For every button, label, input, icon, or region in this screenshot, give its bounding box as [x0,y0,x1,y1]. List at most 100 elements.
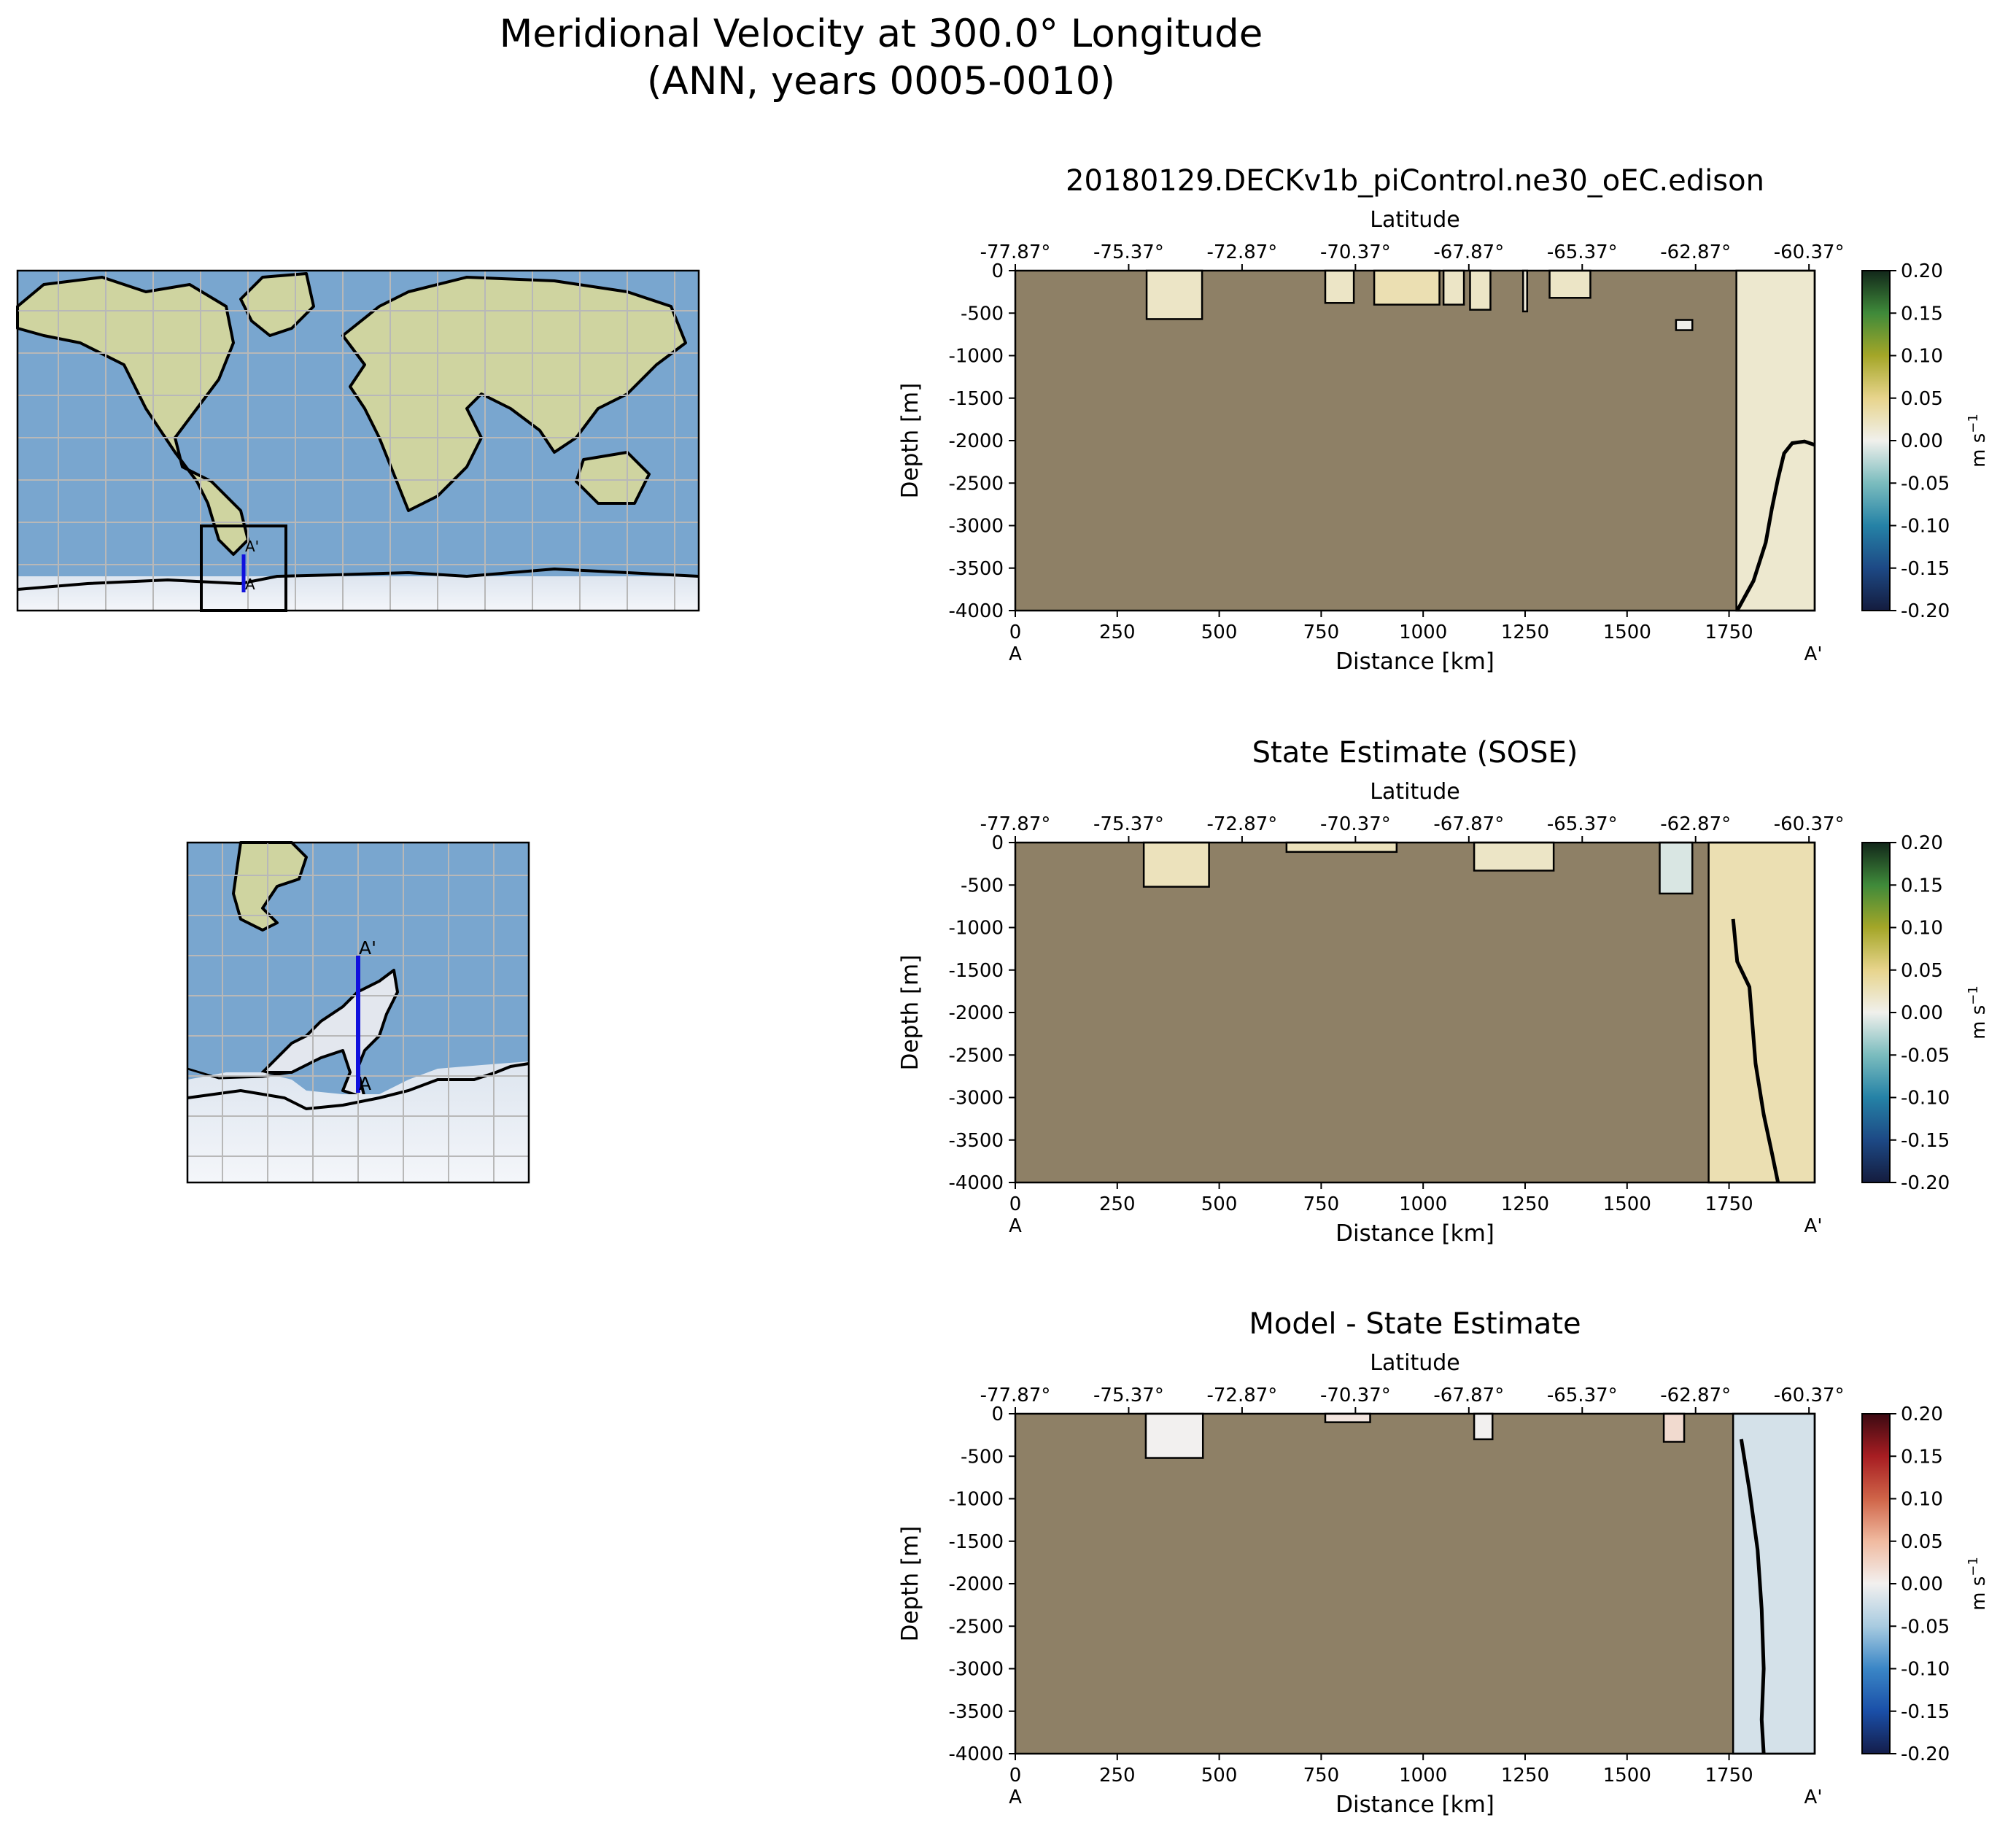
colorbar-tick-label: 0.15 [1901,303,1943,325]
x-axis-label: Distance [km] [1335,1220,1494,1247]
colorbar-label: m s−1 [1966,1557,1990,1611]
colorbar-tick-label: 0.10 [1901,346,1943,368]
x-tick-label: 1250 [1501,1193,1549,1215]
top-tick-label: -72.87° [1206,813,1277,835]
colorbar-tick-label: -0.15 [1901,1130,1950,1152]
y-tick-label: -3500 [948,1130,1004,1152]
colorbar-label: m s−1 [1966,414,1990,468]
colorbar [1861,842,1891,1183]
section-start-label: A [1009,643,1022,665]
ocean-region [1324,269,1355,304]
colorbar-label-exponent: −1 [1966,986,1981,1005]
x-tick-label: 0 [1009,1765,1022,1787]
colorbar-tick-label: 0.15 [1901,1446,1943,1468]
y-tick-label: -3000 [948,1088,1004,1110]
x-tick-label: 0 [1009,622,1022,643]
y-tick-label: -2500 [948,1045,1004,1067]
x-tick-label: 1750 [1705,1765,1753,1787]
land-background [1015,271,1815,611]
colorbar-label: m s−1 [1966,986,1990,1040]
world-map-transect-end-label: A' [245,538,259,555]
world-map-frame [16,269,700,612]
colorbar-tick-label: 0.10 [1901,918,1943,940]
top-tick-label: -75.37° [1093,1385,1164,1406]
regional-map-frame [186,841,530,1184]
zero-contour-line [1735,439,1815,612]
x-tick-label: 1000 [1399,622,1447,643]
y-tick-label: -1000 [948,346,1004,368]
ocean-region [1324,1412,1371,1423]
panel-title: State Estimate (SOSE) [1252,736,1578,770]
colorbar-tick-label: -0.20 [1901,1172,1950,1194]
y-tick-label: -500 [961,875,1004,897]
section-end-label: A' [1804,1787,1823,1808]
x-tick-label: 1250 [1501,622,1549,643]
x-tick-label: 250 [1099,1193,1136,1215]
regional-map: A' A [186,841,530,1184]
top-axis-label: Latitude [1370,779,1459,805]
figure-title-line1: Meridional Velocity at 300.0° Longitude [500,12,1263,56]
top-tick-label: -65.37° [1547,1385,1618,1406]
top-tick-label: -67.87° [1433,813,1504,835]
colorbar-tick-label: -0.15 [1901,1701,1950,1723]
x-tick-label: 750 [1303,1193,1340,1215]
y-tick-label: -1500 [948,388,1004,410]
section-start-label: A [1009,1215,1022,1237]
top-tick-label: -65.37° [1547,241,1618,263]
colorbar-tick-label: 0.00 [1901,1002,1943,1024]
x-tick-label: 0 [1009,1193,1022,1215]
y-tick-label: -500 [961,303,1004,325]
y-tick-label: -1500 [948,960,1004,982]
top-tick-label: -67.87° [1433,1385,1504,1406]
colorbar-tick-label: 0.05 [1901,960,1943,982]
colorbar-tick-label: 0.20 [1901,832,1943,854]
y-tick-label: -1000 [948,1489,1004,1511]
section-panel-1: 20180129.DECKv1b_piControl.ne30_oEC.edis… [897,164,1990,675]
y-tick-label: -3500 [948,558,1004,580]
y-tick-label: -3500 [948,1701,1004,1723]
colorbar-label-exponent: −1 [1966,1557,1981,1576]
x-tick-label: 1500 [1603,622,1651,643]
colorbar-label-unit: m s [1968,1576,1990,1611]
x-axis-label: Distance [km] [1335,1792,1494,1818]
x-tick-label: 750 [1303,1765,1340,1787]
ocean-region [1469,269,1492,311]
top-tick-label: -62.87° [1660,813,1731,835]
regional-map-transect-start-label: A [359,1073,371,1094]
ocean-region [1144,1412,1204,1459]
world-map-antarctic-coast [17,567,699,591]
x-axis-label: Distance [km] [1335,649,1494,675]
ocean-region [1675,319,1694,331]
y-tick-label: 0 [991,260,1004,282]
x-tick-label: 1500 [1603,1765,1651,1787]
colorbar-tick-label: 0.15 [1901,875,1943,897]
top-tick-label: -77.87° [980,1385,1051,1406]
colorbar-tick-label: 0.05 [1901,1531,1943,1553]
colorbar-tick-label: -0.20 [1901,600,1950,622]
figure-title-line2: (ANN, years 0005-0010) [647,59,1115,104]
colorbar-tick-label: -0.05 [1901,473,1950,495]
ocean-region [1442,269,1465,306]
top-tick-label: -77.87° [980,241,1051,263]
y-tick-label: -1000 [948,918,1004,940]
y-tick-label: -4000 [948,1743,1004,1765]
colorbar-tick-label: -0.20 [1901,1743,1950,1765]
y-tick-label: -3000 [948,516,1004,538]
section-panel-2: State Estimate (SOSE) Latitude 0 250 500 750 1… [897,736,1990,1247]
x-tick-label: 250 [1099,622,1136,643]
ocean-region [1373,269,1441,306]
ocean-region [1473,841,1555,872]
x-tick-label: 1750 [1705,1193,1753,1215]
y-tick-label: -4000 [948,1172,1004,1194]
x-tick-label: 500 [1201,1765,1238,1787]
x-tick-label: 500 [1201,622,1238,643]
x-tick-label: 1000 [1399,1765,1447,1787]
top-tick-label: -62.87° [1660,1385,1731,1406]
colorbar-tick-label: -0.05 [1901,1045,1950,1067]
land-background [1015,1414,1815,1754]
y-axis-label: Depth [m] [897,1526,923,1642]
top-tick-label: -62.87° [1660,241,1731,263]
top-tick-label: -75.37° [1093,813,1164,835]
top-tick-label: -77.87° [980,813,1051,835]
